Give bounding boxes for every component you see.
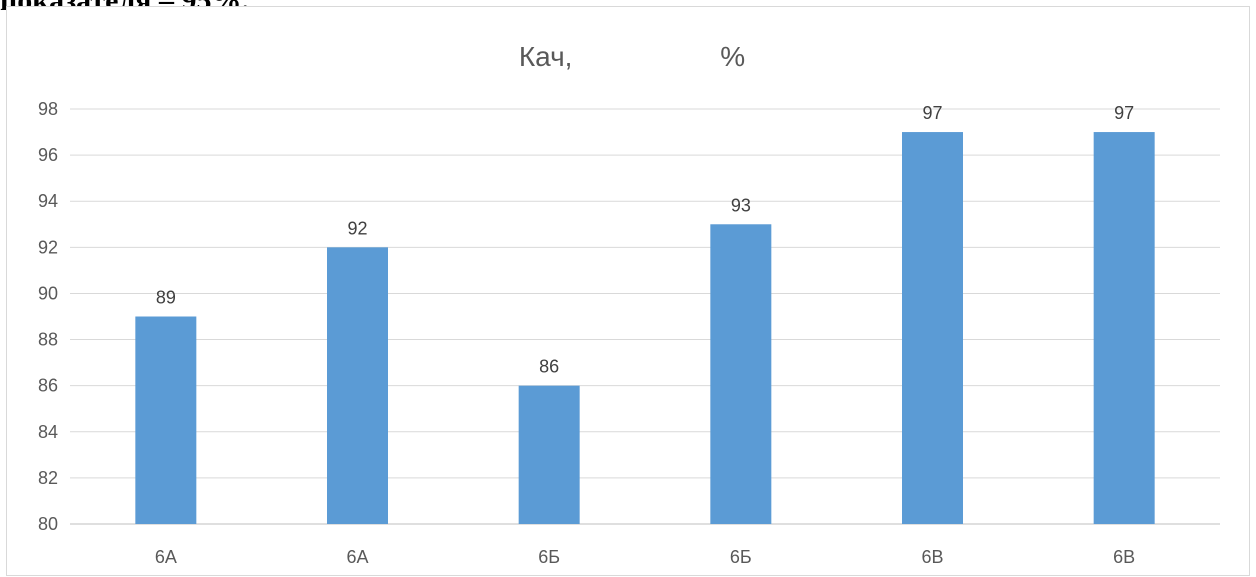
data-label: 86 bbox=[539, 357, 559, 377]
y-axis-ticks: 80 82 84 86 88 90 92 94 96 98 bbox=[38, 99, 58, 534]
y-tick-label: 92 bbox=[38, 237, 58, 257]
bar bbox=[902, 132, 963, 525]
bar bbox=[135, 316, 197, 524]
y-tick-label: 96 bbox=[38, 145, 58, 165]
data-labels: 89 92 86 93 97 97 bbox=[156, 103, 1134, 377]
bar bbox=[327, 247, 388, 525]
y-tick-label: 98 bbox=[38, 99, 58, 119]
gridlines bbox=[70, 108, 1220, 525]
x-tick-label: 6Б bbox=[538, 547, 560, 567]
y-tick-label: 90 bbox=[38, 283, 58, 303]
y-tick-label: 86 bbox=[38, 376, 58, 396]
data-label: 97 bbox=[922, 103, 942, 123]
y-tick-label: 84 bbox=[38, 422, 58, 442]
bar bbox=[710, 224, 772, 524]
y-tick-label: 80 bbox=[38, 514, 58, 534]
y-tick-label: 82 bbox=[38, 468, 58, 488]
data-label: 89 bbox=[156, 288, 176, 308]
chart-frame bbox=[6, 6, 1250, 576]
y-tick-label: 88 bbox=[38, 330, 58, 350]
chart-title: Кач, % bbox=[519, 41, 745, 72]
x-axis-ticks: 6А 6А 6Б 6Б 6В 6В bbox=[155, 547, 1135, 567]
x-tick-label: 6В bbox=[1113, 547, 1135, 567]
bar bbox=[518, 385, 580, 524]
bar bbox=[1093, 132, 1155, 525]
y-tick-label: 94 bbox=[38, 191, 58, 211]
x-tick-label: 6А bbox=[346, 547, 368, 567]
bars bbox=[135, 132, 1155, 525]
data-label: 92 bbox=[347, 218, 367, 238]
x-tick-label: 6Б bbox=[730, 547, 752, 567]
x-tick-label: 6В bbox=[921, 547, 943, 567]
data-label: 93 bbox=[731, 195, 751, 215]
data-label: 97 bbox=[1114, 103, 1134, 123]
x-tick-label: 6А bbox=[155, 547, 177, 567]
